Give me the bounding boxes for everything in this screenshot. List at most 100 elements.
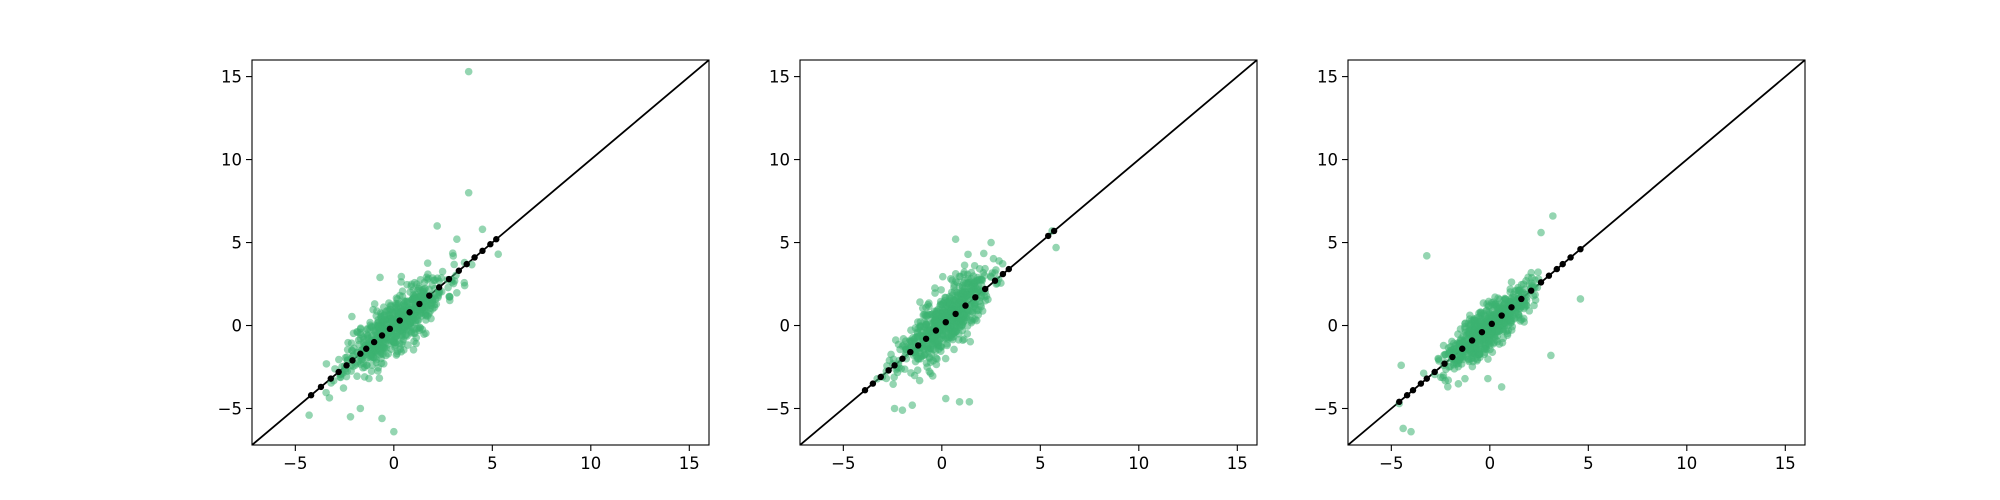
data-point — [953, 278, 961, 287]
data-point — [931, 289, 939, 297]
axes-frame — [251, 59, 710, 446]
y-tick-label: 15 — [769, 68, 790, 87]
x-tick-label: 10 — [1676, 454, 1697, 473]
x-tick-label: 15 — [1775, 454, 1796, 473]
data-point — [1481, 345, 1490, 353]
outlier-point — [965, 398, 974, 406]
data-point — [449, 252, 458, 260]
data-point — [438, 267, 447, 276]
data-point — [350, 344, 358, 353]
outlier-point — [378, 414, 386, 423]
data-point — [961, 292, 970, 301]
x-tick-label: −5 — [1379, 454, 1403, 473]
on-line-point — [962, 302, 969, 309]
axes-frame — [1347, 59, 1806, 446]
data-point — [978, 307, 987, 315]
data-point — [397, 278, 405, 286]
data-point — [400, 305, 408, 314]
data-point — [415, 326, 424, 335]
data-point — [322, 360, 331, 368]
on-line-point — [471, 254, 478, 261]
data-point — [913, 366, 922, 375]
data-point — [398, 287, 407, 296]
outlier-point — [1397, 361, 1405, 370]
on-line-point — [343, 362, 350, 369]
on-line-point — [357, 350, 364, 357]
outlier-point — [356, 404, 365, 413]
plot-area — [1348, 60, 1805, 445]
data-point — [955, 330, 963, 338]
data-point — [1498, 305, 1506, 314]
data-point — [955, 298, 964, 307]
x-tick-label: 5 — [1583, 454, 1594, 473]
data-point — [389, 330, 398, 339]
on-line-point — [1488, 320, 1495, 328]
data-point — [1450, 365, 1459, 373]
on-line-point — [463, 260, 470, 268]
data-point — [433, 274, 442, 282]
data-point — [339, 384, 348, 392]
data-point — [385, 299, 393, 307]
x-tick-label: 0 — [937, 454, 948, 473]
data-point — [963, 330, 972, 338]
outlier-point — [1484, 374, 1492, 383]
on-line-point — [891, 362, 898, 369]
data-point — [1454, 380, 1463, 388]
data-point — [393, 324, 402, 333]
data-point — [954, 336, 963, 344]
on-line-point — [877, 373, 884, 381]
on-line-point — [1005, 265, 1013, 273]
data-point — [1465, 355, 1473, 363]
data-point — [900, 365, 909, 373]
data-point — [359, 363, 367, 372]
data-point — [1534, 268, 1542, 276]
x-tick-label: −5 — [283, 454, 307, 473]
outlier-point — [305, 411, 313, 419]
on-line-point — [363, 345, 370, 352]
data-point — [915, 376, 924, 385]
y-tick-label: 10 — [221, 151, 242, 170]
x-tick-label: −5 — [831, 454, 855, 473]
outlier-point — [1052, 243, 1060, 252]
data-point — [937, 286, 945, 294]
data-point — [958, 283, 967, 292]
data-point — [966, 337, 975, 346]
data-point — [924, 300, 932, 309]
on-line-point — [1518, 295, 1525, 303]
data-point — [444, 283, 452, 292]
data-point — [1516, 286, 1524, 294]
data-point — [960, 277, 969, 285]
data-point — [1495, 327, 1503, 336]
data-point — [977, 292, 986, 300]
on-line-point — [999, 270, 1007, 278]
data-point — [950, 345, 958, 354]
y-tick-label: 15 — [1317, 68, 1338, 87]
data-point — [979, 249, 988, 258]
data-point — [453, 288, 461, 297]
data-point — [388, 308, 396, 317]
on-line-point — [861, 387, 869, 394]
data-point — [1497, 317, 1505, 326]
data-point — [1419, 369, 1428, 378]
data-point — [933, 337, 941, 345]
data-point — [919, 322, 928, 331]
data-point — [1443, 382, 1452, 391]
on-line-point — [1545, 272, 1553, 279]
data-point — [375, 374, 384, 382]
on-line-point — [307, 392, 315, 399]
data-point — [909, 333, 917, 342]
data-point — [931, 347, 940, 355]
data-point — [343, 345, 352, 354]
outlier-point — [453, 235, 461, 244]
data-point — [1507, 278, 1516, 286]
y-tick-label: 10 — [1317, 151, 1338, 170]
data-point — [955, 272, 964, 281]
data-point — [369, 305, 377, 314]
on-line-point — [885, 367, 892, 374]
data-point — [887, 350, 895, 359]
data-point — [391, 343, 399, 351]
on-line-point — [1396, 398, 1403, 406]
outlier-point — [433, 222, 441, 230]
on-line-point — [416, 300, 423, 308]
